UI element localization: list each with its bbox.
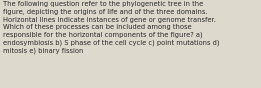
Text: The following question refer to the phylogenetic tree in the
figure, depicting t: The following question refer to the phyl… [3,1,220,54]
